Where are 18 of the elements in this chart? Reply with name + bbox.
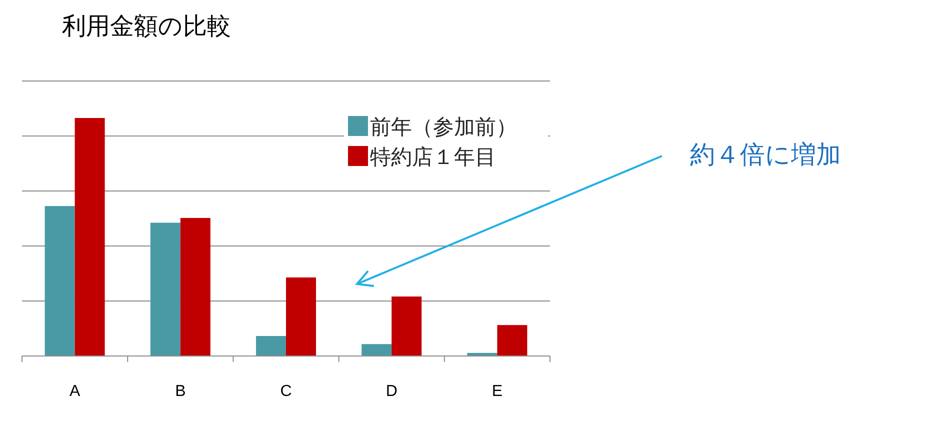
x-tick-label: A (69, 383, 80, 400)
bar (497, 325, 528, 356)
text: 約４倍に増加 (690, 141, 841, 169)
bar (256, 336, 286, 356)
bar (44, 206, 75, 356)
chart-title: 利用金額の比較 (62, 13, 231, 40)
bar (392, 296, 422, 356)
bar (150, 222, 180, 356)
x-tick-label: D (386, 383, 398, 400)
legend-label: 特約店１年目 (370, 146, 496, 169)
x-tick-label: B (175, 383, 186, 400)
bar (180, 218, 210, 356)
bar (362, 344, 392, 356)
legend-label: 前年（参加前） (370, 116, 517, 139)
bar (286, 277, 316, 356)
bar (74, 118, 105, 356)
x-tick-label: C (280, 383, 292, 400)
x-tick-label: E (492, 383, 503, 400)
